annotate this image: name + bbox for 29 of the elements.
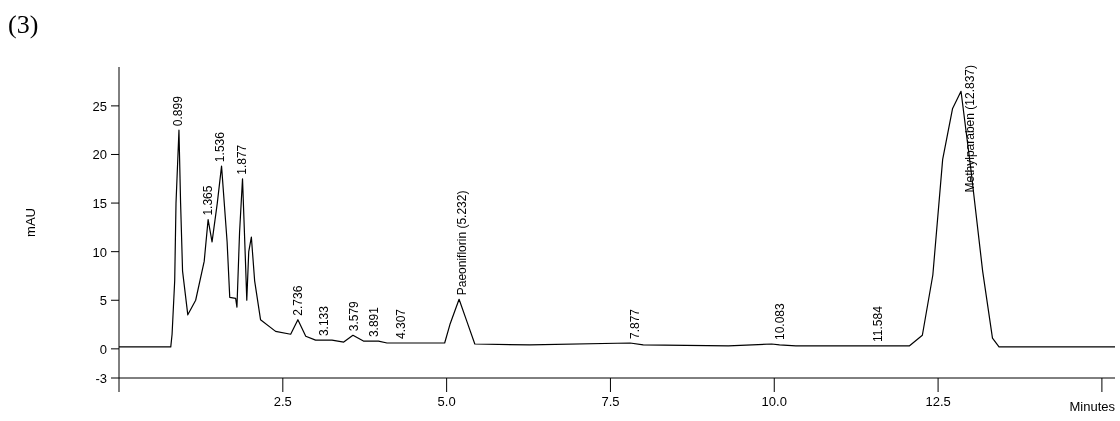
y-tick-label: 15 xyxy=(92,196,107,212)
chart-title: (3) xyxy=(8,10,40,39)
annotation: 3.579 xyxy=(346,300,361,332)
annotation: 2.736 xyxy=(291,285,306,316)
annotation: 4.307 xyxy=(394,308,409,340)
annotation: 1.877 xyxy=(234,144,249,175)
annotation: Paeoniflorin (5.232) xyxy=(454,190,469,296)
annotation: 10.083 xyxy=(772,302,787,340)
annotation: 7.877 xyxy=(628,308,643,340)
y-tick-label: 0 xyxy=(99,341,107,357)
y-tick-label: 20 xyxy=(92,147,107,163)
x-tick-label: 10.0 xyxy=(761,394,787,409)
annotation: 11.584 xyxy=(871,305,886,342)
y-tick-label: 5 xyxy=(99,293,107,309)
annotation: Methylparaben (12.837) xyxy=(963,65,978,193)
x-tick-label: 5.0 xyxy=(437,394,456,409)
y-tick-label: 10 xyxy=(92,244,107,260)
x-tick-label: 12.5 xyxy=(925,394,951,409)
y-axis-title: mAU xyxy=(22,208,38,237)
annotation: 1.536 xyxy=(212,131,227,163)
x-tick-label: 2.5 xyxy=(273,394,292,409)
annotation: 0.899 xyxy=(170,95,185,127)
x-tick-label: 7.5 xyxy=(601,394,620,409)
x-axis-title: Minutes xyxy=(1069,399,1116,414)
y-tick-label: 25 xyxy=(92,98,107,114)
annotation: 1.365 xyxy=(201,185,216,216)
y-tick-label: -3 xyxy=(95,371,107,386)
annotation: 3.891 xyxy=(366,306,381,338)
annotation: 3.133 xyxy=(317,305,332,337)
